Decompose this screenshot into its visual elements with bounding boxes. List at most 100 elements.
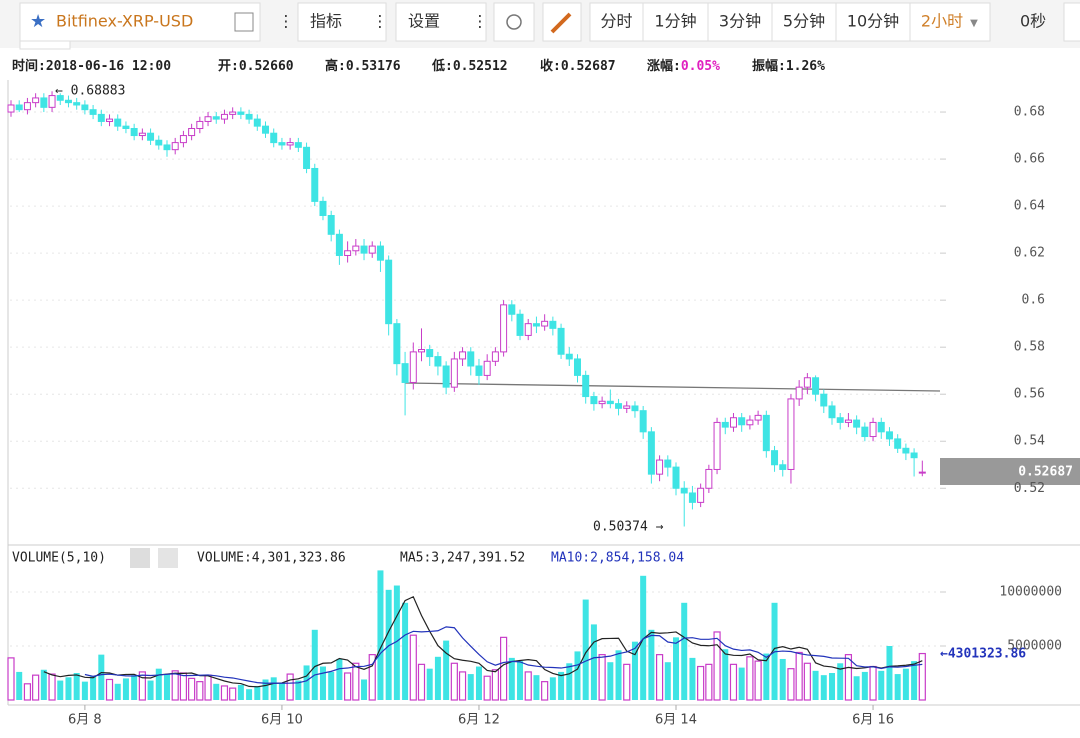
candle-body [705,468,713,489]
volume-bar [246,689,253,700]
volume-bar [328,671,335,700]
candle-body [352,245,360,252]
candle-body [467,351,475,367]
candle-body [779,464,787,470]
candle-body [820,393,828,407]
ma10-value: MA10:2,854,158.04 [551,551,684,566]
volume-bar [837,663,844,700]
volume-bar [795,651,803,701]
volume-bar [607,662,614,700]
candle-body [442,365,450,388]
period-button[interactable] [589,2,644,42]
volume-bar [229,687,237,701]
popout-icon[interactable] [234,12,254,32]
volume-bar [295,680,302,700]
period-button[interactable] [642,2,709,42]
volume-bar [754,660,762,701]
y-tick-label: 10000000 [999,585,1062,600]
close-button[interactable] [158,548,178,568]
settings-button[interactable] [395,2,487,42]
candle-body [278,142,286,146]
volume-bar [179,672,188,701]
candle-body [393,323,401,365]
volume-bar [352,662,360,701]
candle-body [426,349,434,358]
trend-line[interactable] [404,382,941,392]
candle-body [918,471,926,474]
volume-bar [426,668,433,700]
menu-dots[interactable]: ⋮ [372,12,388,31]
candle-body [844,419,852,423]
candle-body [418,349,425,353]
candle-body [409,351,417,383]
candle-body [32,97,40,104]
volume-bar [114,683,121,700]
candle-body [565,353,573,360]
high-annotation: ← 0.68883 [55,84,125,99]
volume-bar [81,681,88,700]
info-label: 高: [325,58,346,74]
volume-bar [171,670,179,701]
candle-body [155,139,163,146]
side-button[interactable] [1063,2,1080,42]
volume-bar [861,671,868,700]
period-button[interactable] [771,2,837,42]
volume-bar [196,681,204,701]
candle-body [171,142,179,151]
candle-body [459,351,467,360]
menu-dots[interactable]: ⋮ [278,12,294,31]
volume-bar [377,570,384,700]
candle-body [89,109,97,115]
candle-body [754,414,762,421]
candle-body [902,447,910,454]
volume-bar [541,681,549,701]
volume-bar [23,683,32,701]
info-line: 时间:2018-06-16 12:00 开:0.52660 高:0.53176 低:0… [12,58,825,74]
gear-button[interactable] [130,548,150,568]
volume-bar [90,676,97,700]
candle-body [869,421,877,438]
volume-bar [254,685,261,700]
volume-bar [549,677,556,700]
candle-body [508,304,516,315]
candle-body [368,245,376,254]
y-tick-label: 0.66 [1014,152,1045,167]
volume-bar [434,656,441,700]
volume-bar [385,589,392,700]
info-label: 开: [218,59,239,74]
volume-bar [311,629,318,700]
candle-body [163,144,171,151]
y-tick-label: 0.52 [1014,481,1045,496]
volume-bar [361,679,368,700]
indicator-button[interactable] [297,2,387,42]
y-tick-label: 0.6 [1022,293,1045,308]
candle-body [23,102,31,111]
theme-button[interactable] [493,2,535,42]
x-tick-label: 6月 14 [655,713,697,728]
volume-bar [655,654,664,701]
info-label: 振幅: [752,58,786,74]
period-button[interactable] [835,2,911,42]
symbol-box[interactable] [19,2,261,42]
ma-line [43,595,923,688]
collapse-tab[interactable] [19,40,71,50]
candle-body [114,118,122,127]
candle-body [475,365,483,376]
volume-bar [98,654,105,700]
candle-body [450,358,458,388]
candle-body [771,450,779,466]
candle-body [828,405,836,419]
volume-bar [566,663,573,700]
period-button[interactable] [909,2,991,42]
candle-body [861,426,869,438]
volume-bar [508,657,515,700]
candle-body [40,97,48,108]
candle-body [64,99,72,104]
candle-body [204,116,212,122]
volume-bar [16,671,23,700]
y-tick-label: 0.54 [1014,434,1045,449]
candle-body [721,421,729,428]
volume-bar [705,663,713,701]
menu-dots[interactable]: ⋮ [472,12,488,31]
period-button[interactable] [707,2,773,42]
